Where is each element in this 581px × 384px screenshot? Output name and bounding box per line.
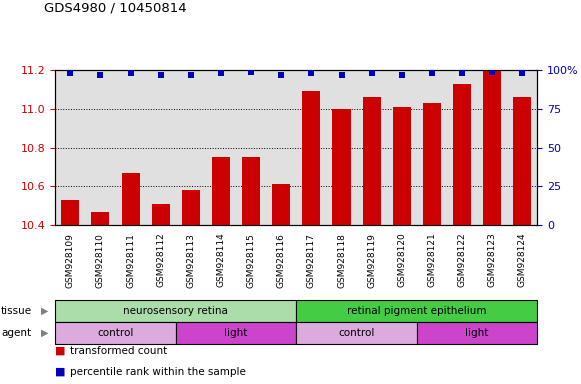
Bar xyxy=(332,109,350,225)
Bar xyxy=(242,157,260,225)
Bar xyxy=(423,103,441,225)
Text: ▶: ▶ xyxy=(41,328,48,338)
Bar xyxy=(176,322,296,344)
Text: light: light xyxy=(465,328,489,338)
Text: retinal pigment epithelium: retinal pigment epithelium xyxy=(347,306,487,316)
Text: ■: ■ xyxy=(55,346,66,356)
Text: ■: ■ xyxy=(55,367,66,377)
Bar xyxy=(453,84,471,225)
Bar xyxy=(55,322,176,344)
Bar xyxy=(61,200,80,225)
Text: neurosensory retina: neurosensory retina xyxy=(123,306,228,316)
Bar xyxy=(212,157,230,225)
Bar xyxy=(91,212,109,225)
Bar xyxy=(302,91,321,225)
Bar xyxy=(296,300,537,322)
Bar xyxy=(393,107,411,225)
Bar xyxy=(417,322,537,344)
Text: agent: agent xyxy=(1,328,31,338)
Bar xyxy=(152,204,170,225)
Bar xyxy=(121,173,139,225)
Bar xyxy=(296,322,417,344)
Text: tissue: tissue xyxy=(1,306,33,316)
Bar xyxy=(272,184,290,225)
Text: transformed count: transformed count xyxy=(70,346,167,356)
Bar xyxy=(182,190,200,225)
Bar xyxy=(483,70,501,225)
Text: GDS4980 / 10450814: GDS4980 / 10450814 xyxy=(44,2,186,15)
Bar xyxy=(514,97,532,225)
Text: control: control xyxy=(97,328,134,338)
Text: control: control xyxy=(338,328,375,338)
Bar xyxy=(363,97,381,225)
Text: percentile rank within the sample: percentile rank within the sample xyxy=(70,367,246,377)
Bar xyxy=(55,300,296,322)
Text: light: light xyxy=(224,328,248,338)
Text: ▶: ▶ xyxy=(41,306,48,316)
